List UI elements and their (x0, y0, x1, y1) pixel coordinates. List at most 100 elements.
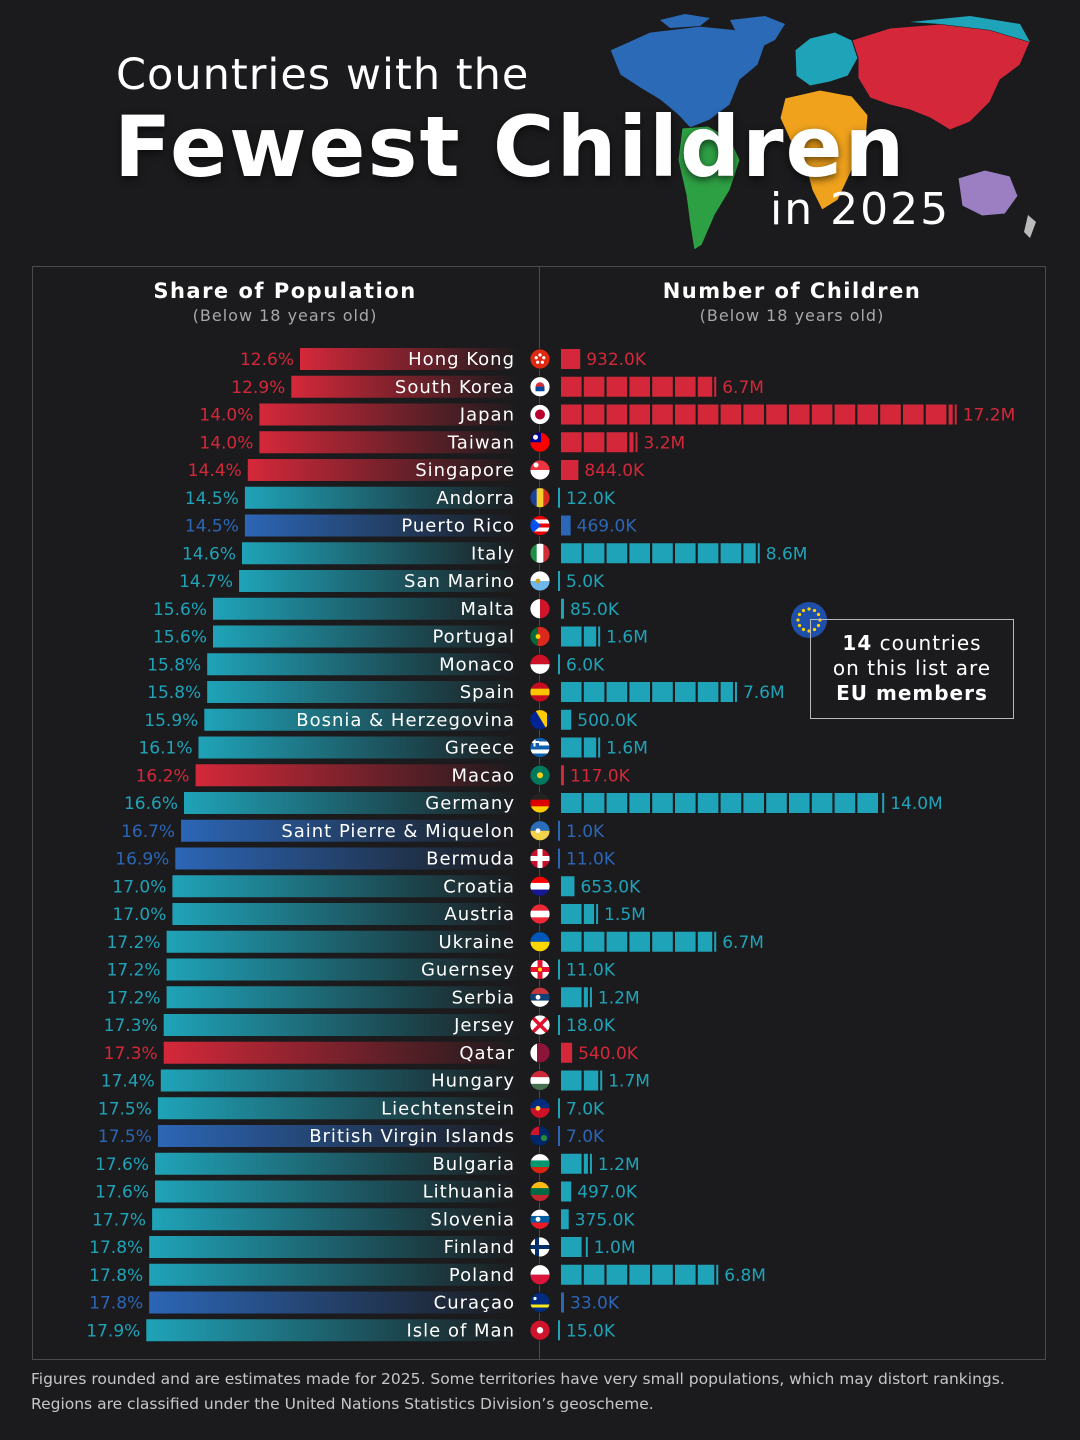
share-bar-greece (198, 736, 518, 759)
country-label-south-korea: South Korea (395, 377, 515, 398)
children-block-austria (561, 904, 582, 924)
children-block-taiwan (606, 432, 628, 453)
country-label-qatar: Qatar (459, 1043, 515, 1064)
south-america-shape (677, 125, 741, 251)
children-block-poland (652, 1264, 673, 1285)
children-block-partial-spain (720, 682, 733, 702)
children-bar-liechtenstein (558, 1098, 560, 1119)
children-bar-finland (561, 1237, 588, 1257)
share-label-saint-pierre-and-miquelon: 16.7% (121, 822, 175, 842)
share-label-portugal: 15.6% (153, 628, 207, 648)
right-column-subtitle: (Below 18 years old) (699, 306, 885, 325)
country-label-portugal: Portugal (432, 627, 515, 648)
flag-icon-isle-of-man (530, 1320, 550, 1341)
flag-icon-italy (530, 543, 550, 564)
children-bar-curacao (561, 1292, 564, 1313)
flag-icon-andorra (530, 487, 550, 508)
flag-icon-bosnia-and-herzegovina (530, 709, 550, 730)
children-block-ukraine (606, 931, 628, 952)
children-label-poland: 6.8M (724, 1266, 766, 1286)
country-label-puerto-rico: Puerto Rico (401, 516, 515, 537)
children-block-greece (561, 737, 582, 758)
share-label-andorra: 14.5% (185, 489, 239, 509)
eu-callout-box: 14 countries on this list are EU members (810, 619, 1014, 719)
children-bar-hong-kong (561, 349, 581, 369)
share-label-south-korea: 12.9% (231, 378, 285, 398)
children-bar-guernsey (558, 959, 560, 980)
country-label-slovenia: Slovenia (430, 1209, 515, 1230)
children-block-germany (652, 793, 673, 813)
children-bar-singapore (561, 460, 579, 480)
children-label-puerto-rico: 469.0K (577, 517, 638, 537)
children-label-slovenia: 375.0K (575, 1210, 636, 1230)
flag-icon-japan (530, 404, 550, 425)
right-column-title: Number of Children (662, 279, 922, 303)
country-label-hungary: Hungary (431, 1071, 515, 1092)
title-line-2: Fewest Children (114, 98, 907, 196)
share-bar-puerto-rico (244, 514, 518, 537)
country-label-bulgaria: Bulgaria (432, 1154, 515, 1175)
children-block-taiwan (561, 432, 582, 453)
oceania-shape (957, 169, 1036, 238)
share-label-austria: 17.0% (112, 905, 166, 925)
flag-icon-jersey (530, 1015, 550, 1035)
children-label-jersey: 18.0K (566, 1016, 616, 1036)
children-bar-south-korea (561, 376, 717, 397)
children-block-south-korea (583, 376, 605, 397)
share-label-taiwan: 14.0% (199, 433, 253, 453)
share-bar-andorra (244, 486, 518, 509)
children-label-singapore: 844.0K (584, 461, 645, 481)
share-bar-lithuania (155, 1180, 518, 1203)
footnote-line-1: Figures rounded and are estimates made f… (31, 1370, 1005, 1388)
share-bar-san-marino (239, 570, 518, 592)
country-label-macao: Macao (452, 765, 516, 786)
children-bar-end-italy (757, 543, 760, 564)
share-label-germany: 16.6% (124, 794, 178, 814)
children-block-italy (606, 543, 628, 564)
flag-icon-poland (530, 1264, 550, 1285)
share-label-poland: 17.8% (89, 1266, 143, 1286)
children-block-japan (743, 404, 764, 425)
flag-icon-guernsey (530, 959, 550, 980)
children-bar-end-portugal (598, 626, 601, 647)
children-bar-end-finland (585, 1237, 588, 1257)
children-bar-end-bulgaria (589, 1153, 592, 1174)
children-label-hong-kong: 932.0K (586, 350, 647, 370)
share-label-lithuania: 17.6% (95, 1183, 149, 1203)
country-label-guernsey: Guernsey (421, 960, 515, 981)
children-block-spain (629, 682, 650, 702)
share-label-macao: 16.2% (136, 766, 190, 786)
share-bar-bosnia-and-herzegovina (204, 708, 519, 731)
children-label-italy: 8.6M (766, 544, 808, 564)
flag-icon-serbia (530, 987, 550, 1008)
greenland-shape (730, 16, 785, 50)
children-label-andorra: 12.0K (566, 489, 616, 509)
children-bar-bosnia-and-herzegovina (561, 709, 572, 730)
share-label-slovenia: 17.7% (92, 1210, 146, 1230)
share-label-qatar: 17.3% (104, 1044, 158, 1064)
flag-icon-hong-kong (530, 349, 550, 369)
country-label-saint-pierre-and-miquelon: Saint Pierre & Miquelon (281, 821, 515, 842)
children-block-germany (743, 793, 764, 813)
country-label-lithuania: Lithuania (423, 1182, 515, 1203)
children-bar-end-south-korea (714, 376, 717, 397)
children-block-partial-austria (583, 904, 595, 924)
children-block-japan (675, 404, 696, 425)
share-label-japan: 14.0% (199, 406, 253, 426)
children-bar-germany (561, 793, 885, 813)
children-label-serbia: 1.2M (598, 988, 640, 1008)
children-bar-taiwan (561, 432, 638, 453)
flag-icon-puerto-rico (530, 515, 550, 536)
children-block-italy (629, 543, 650, 564)
children-block-germany (697, 793, 719, 813)
children-label-finland: 1.0M (594, 1238, 636, 1258)
share-label-curacao: 17.8% (89, 1294, 143, 1314)
children-block-south-korea (629, 376, 650, 397)
children-bar-end-poland (716, 1264, 719, 1285)
children-bar-british-virgin-islands (558, 1126, 560, 1146)
flag-icon-spain (530, 682, 550, 702)
country-label-bermuda: Bermuda (426, 849, 515, 870)
flag-icon-macao (530, 765, 550, 786)
children-block-italy (697, 543, 719, 564)
